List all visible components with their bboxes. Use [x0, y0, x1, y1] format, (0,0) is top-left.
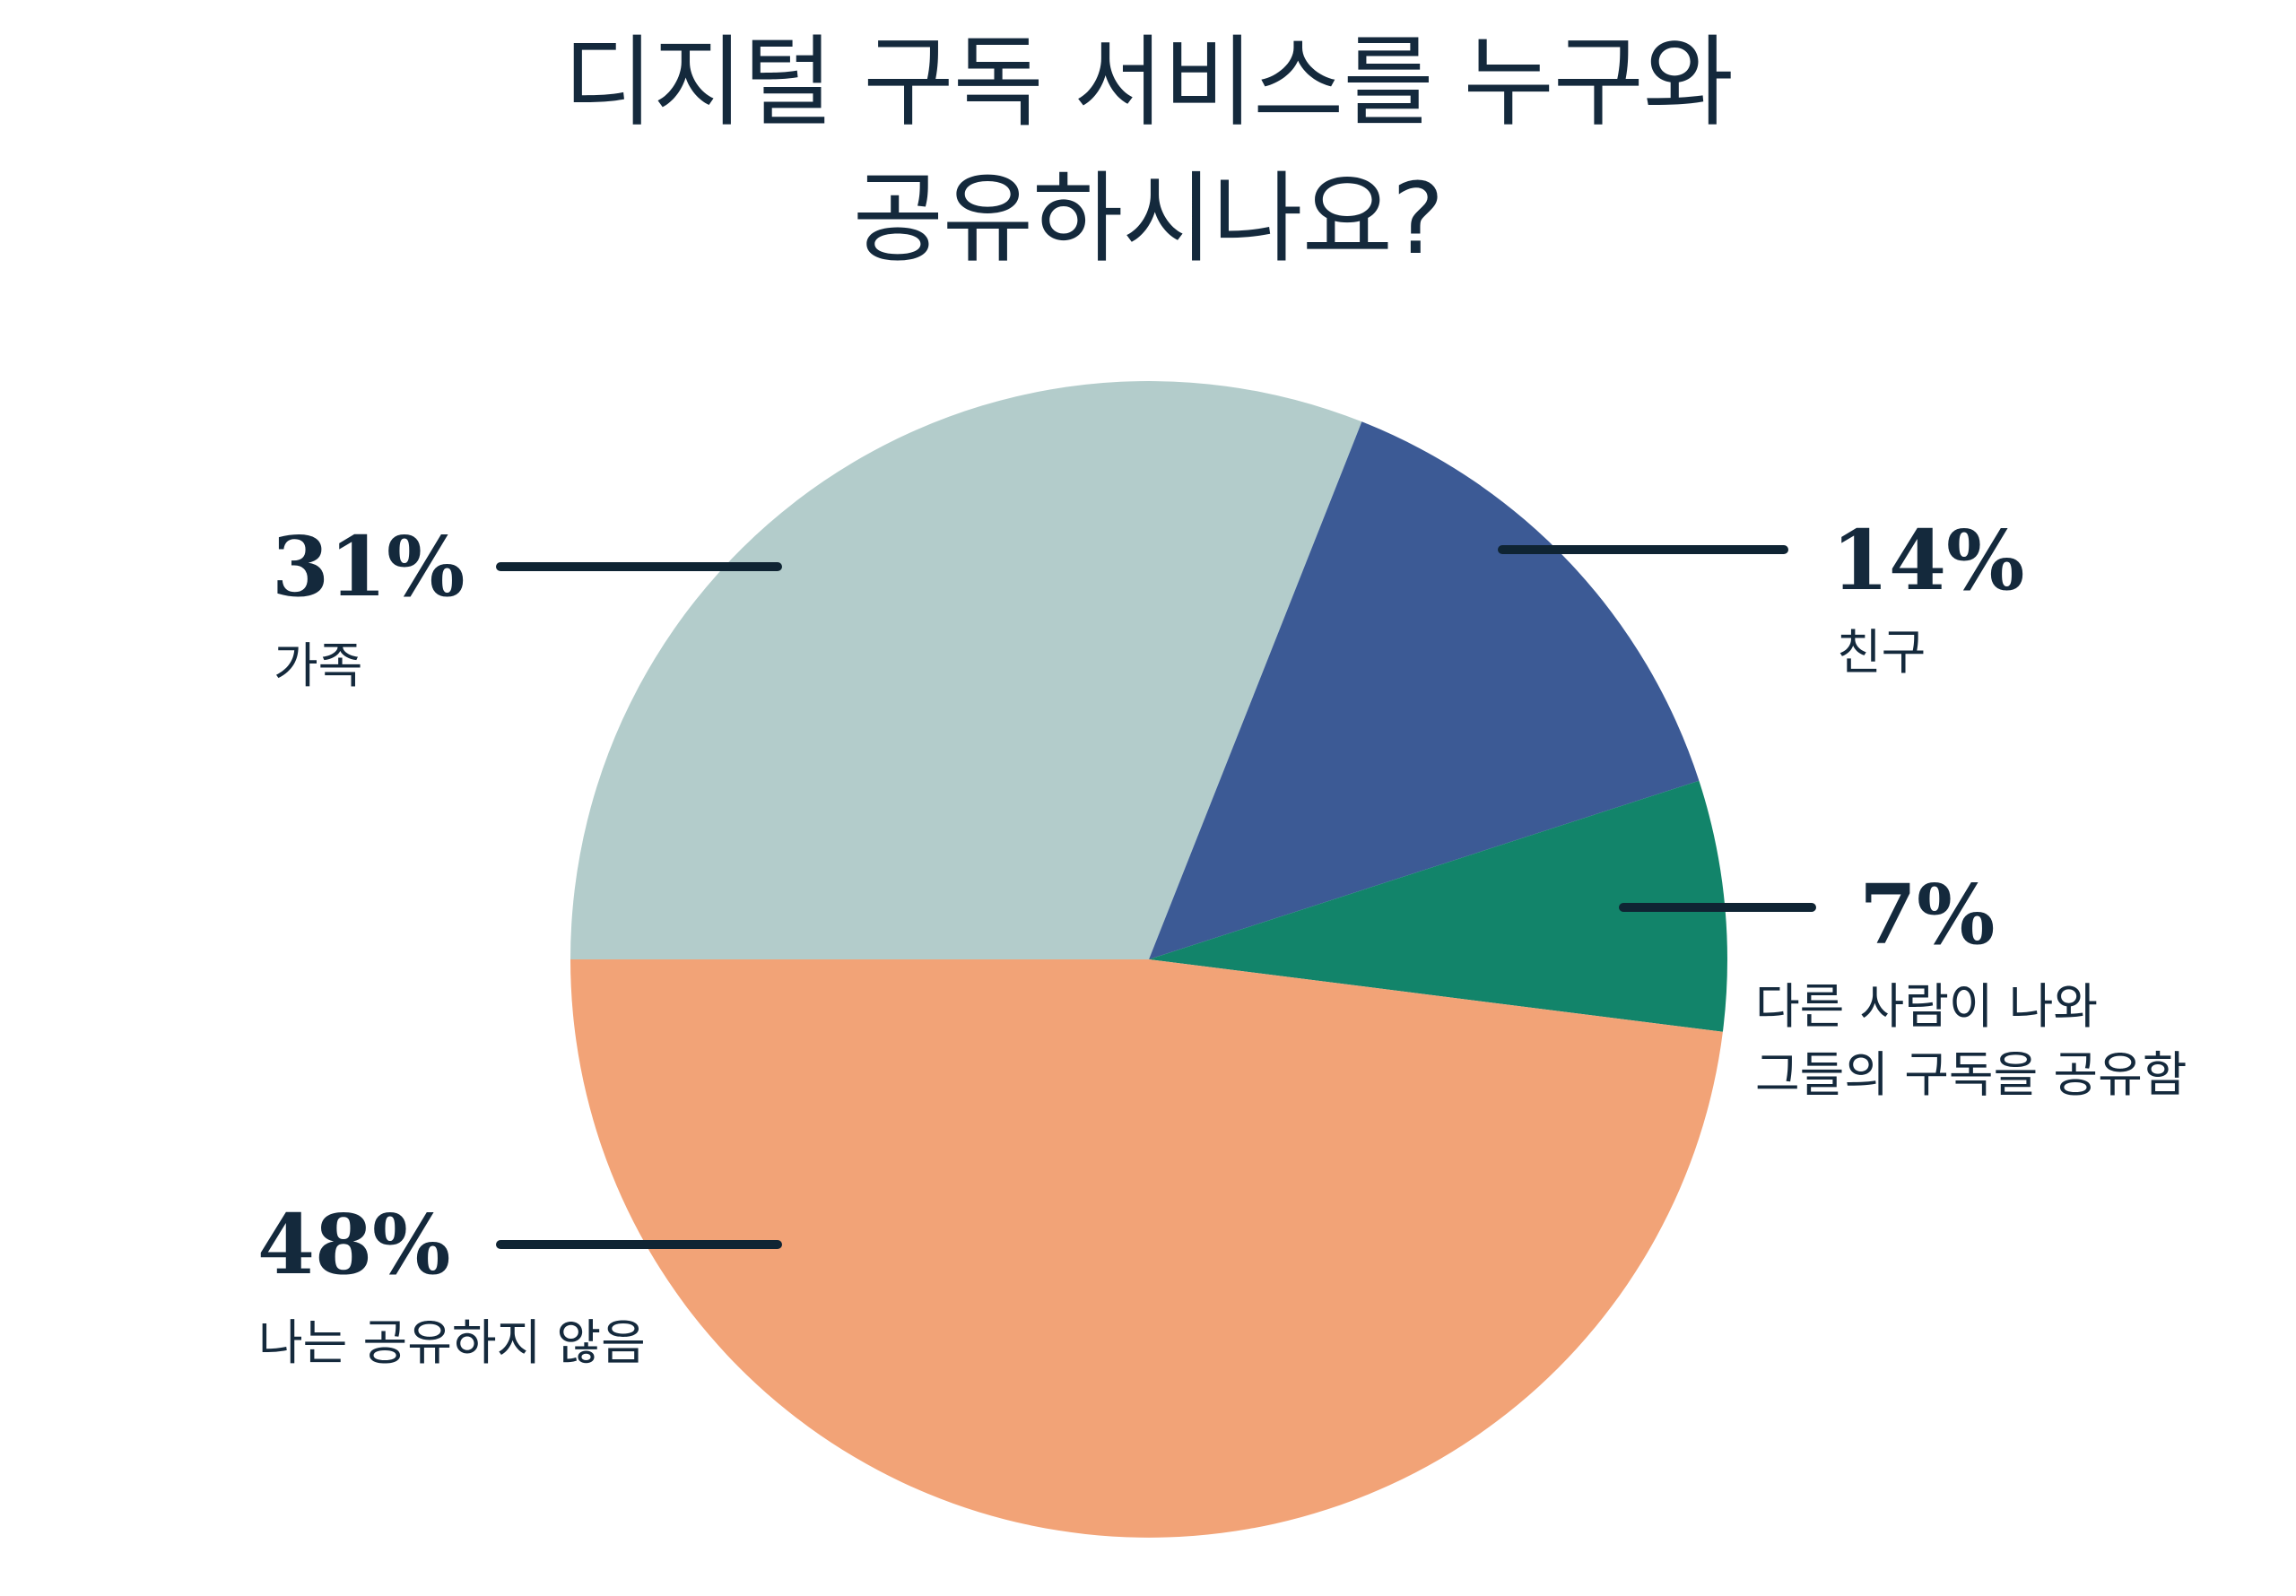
percent-label-others: 7%: [1859, 866, 1996, 963]
percent-label-no-share: 48%: [257, 1196, 451, 1293]
category-label-others-line1: 다른 사람이 나와: [1755, 978, 2099, 1035]
category-label-no-share: 나는 공유하지 않음: [258, 1314, 646, 1371]
category-label-friends: 친구: [1837, 624, 1926, 681]
chart-title-line2: 공유하시나요?: [852, 161, 1445, 276]
chart-title: 디지털 구독 서비스를 누구와 공유하시나요?: [0, 14, 2296, 287]
pie-slice-friends: [1149, 421, 1700, 959]
pie-slice-family: [570, 381, 1362, 960]
chart-title-line1: 디지털 구독 서비스를 누구와: [562, 25, 1734, 140]
leader-line-others: [1619, 903, 1816, 912]
category-label-others-line2: 그들의 구독을 공유함: [1755, 1046, 2187, 1103]
category-label-family: 가족: [274, 638, 363, 694]
percent-label-family: 31%: [272, 518, 465, 615]
leader-line-friends: [1498, 545, 1788, 554]
leader-line-family: [496, 562, 782, 571]
leader-line-no-share: [496, 1240, 782, 1249]
category-label-others: 다른 사람이 나와 그들의 구독을 공유함: [1755, 973, 2257, 1109]
pie-slice-others: [1149, 780, 1727, 1032]
pie-slice-no_share: [570, 959, 1723, 1538]
percent-label-friends: 14%: [1831, 512, 2025, 609]
